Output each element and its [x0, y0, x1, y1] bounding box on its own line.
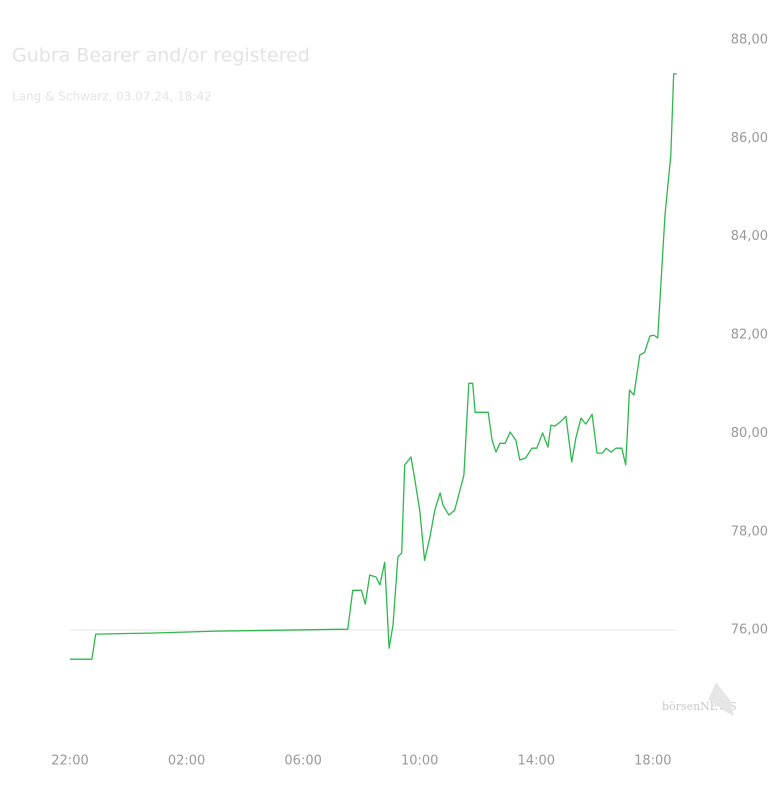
x-tick-label: 18:00 [634, 754, 671, 769]
x-tick-label: 06:00 [284, 754, 321, 769]
y-tick-label: 86,00 [731, 131, 768, 146]
x-tick-label: 10:00 [401, 754, 438, 769]
y-tick-label: 84,00 [731, 229, 768, 244]
x-tick-label: 22:00 [51, 754, 88, 769]
watermark-icon [708, 682, 734, 716]
y-tick-label: 76,00 [731, 623, 768, 638]
chart-title: Gubra Bearer and/or registered [12, 45, 310, 67]
chart-subtitle: Lang & Schwarz, 03.07.24, 18:42 [12, 90, 212, 104]
x-tick-label: 14:00 [518, 754, 555, 769]
y-tick-label: 88,00 [731, 33, 768, 48]
price-line [70, 73, 677, 660]
y-tick-label: 78,00 [731, 524, 768, 539]
y-tick-label: 82,00 [731, 328, 768, 343]
y-tick-label: 80,00 [731, 426, 768, 441]
x-tick-label: 02:00 [168, 754, 205, 769]
